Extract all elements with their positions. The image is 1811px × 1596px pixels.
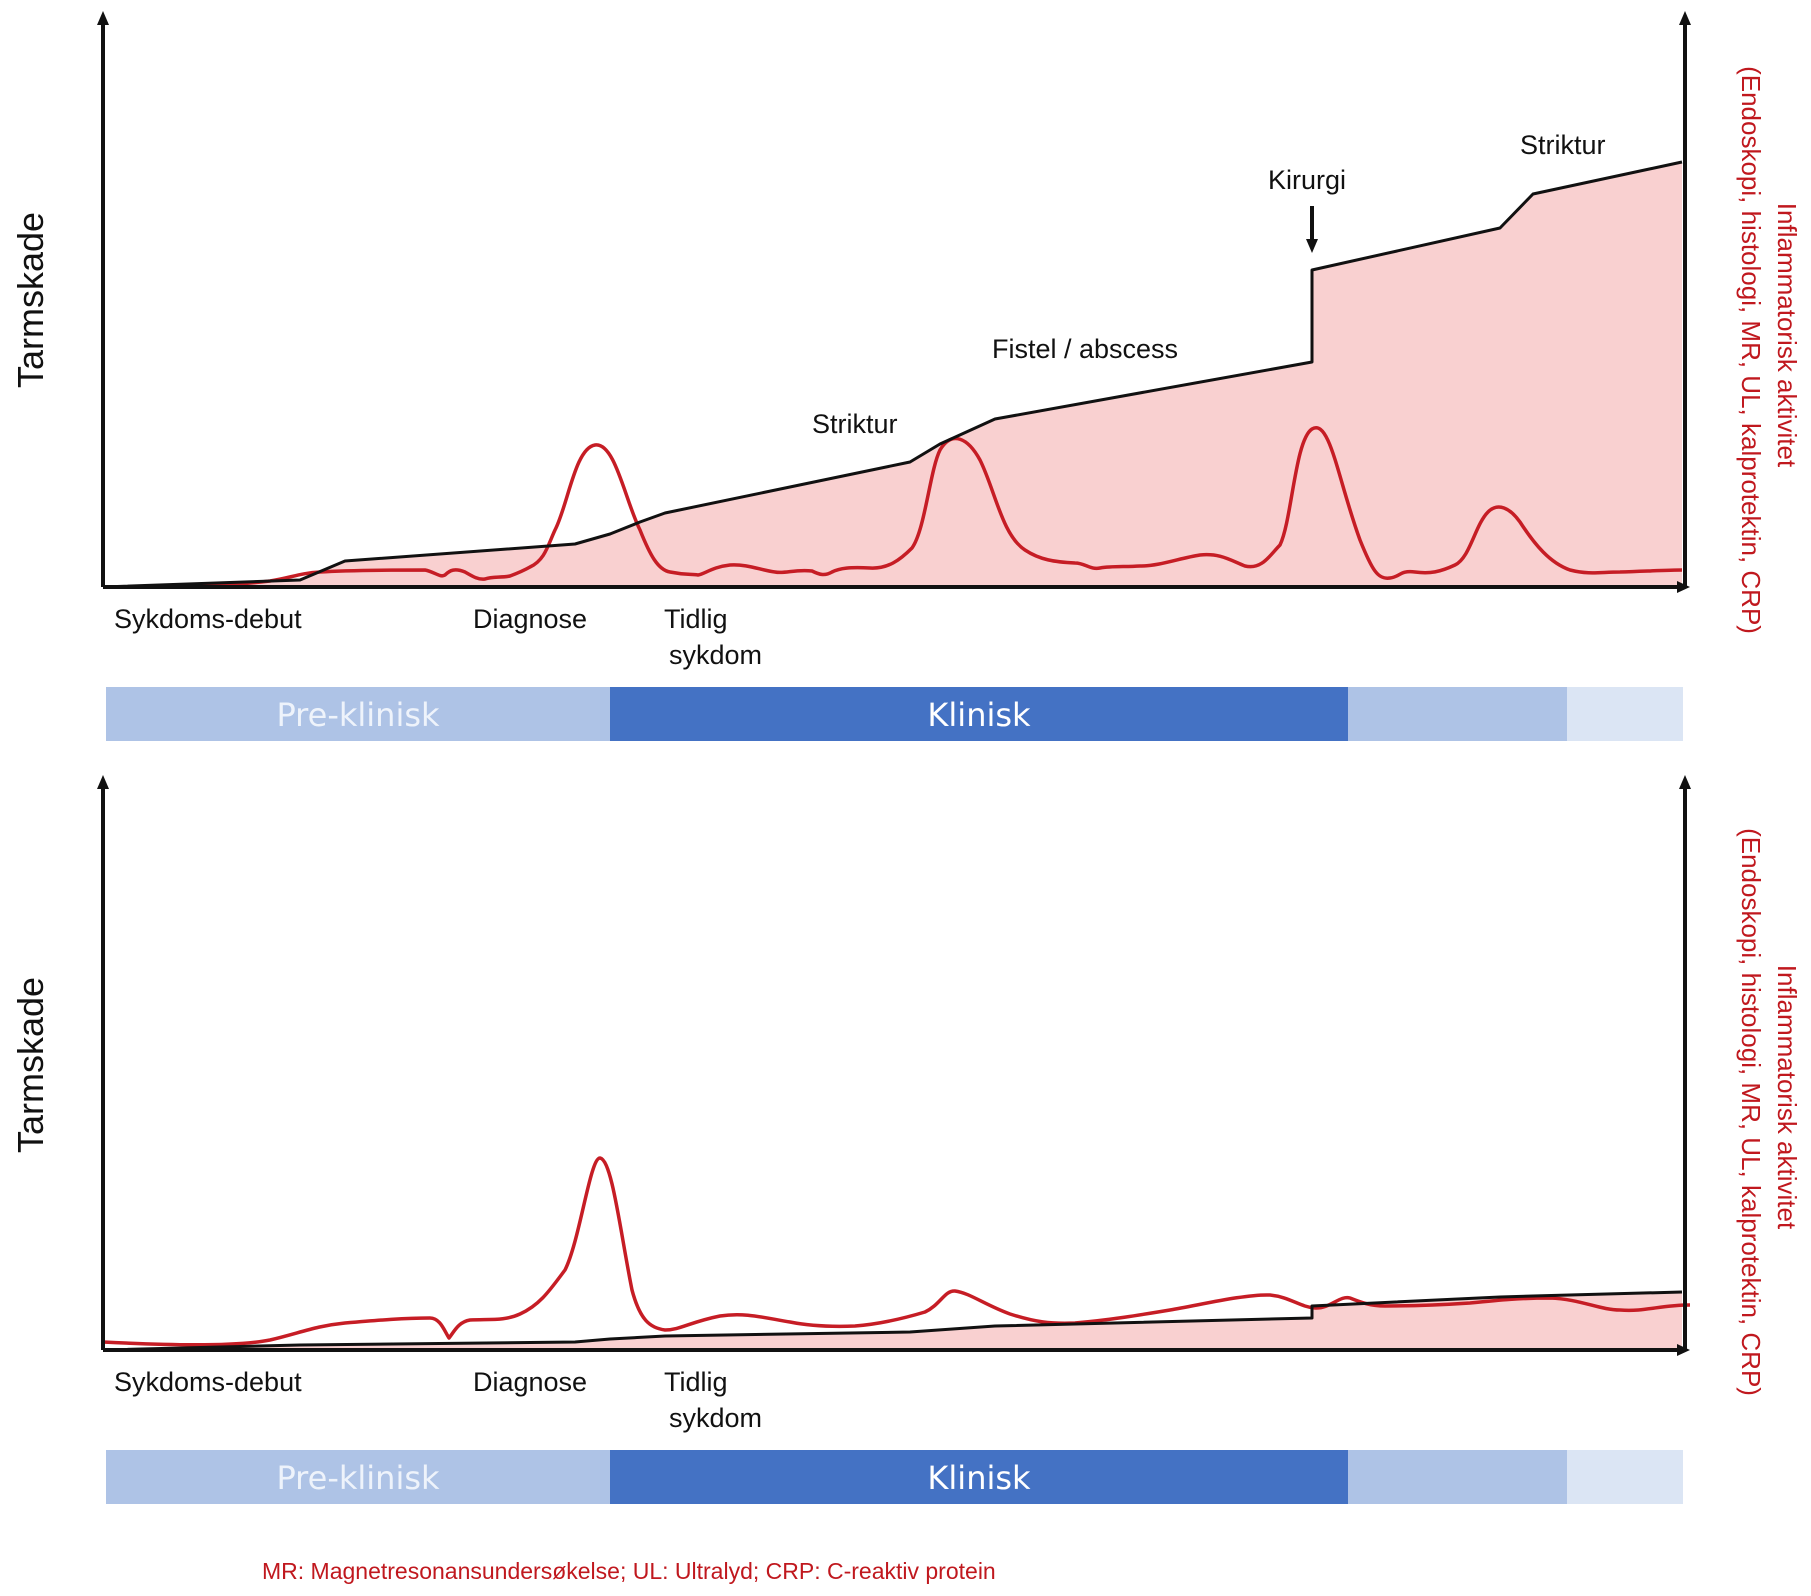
bottom-right-axis-title: (Endoskopi, histologi, MR, UL, kalprotek…: [1736, 828, 1766, 1396]
top-phase-preclinical: [106, 687, 610, 741]
bottom-phase-tail: [1567, 1450, 1683, 1504]
top-surgery-arrow-head: [1306, 239, 1318, 253]
top-annotation-stricture-1: Striktur: [812, 409, 898, 439]
top-label-early-2: sykdom: [669, 640, 762, 670]
top-phase-bar: Pre-klinisk Klinisk: [106, 687, 1683, 741]
top-label-diagnosis: Diagnose: [473, 604, 587, 634]
bottom-label-early-1: Tidlig: [664, 1367, 728, 1397]
top-annotation-surgery: Kirurgi: [1268, 165, 1346, 195]
bottom-inflammation-curve: [102, 1156, 1691, 1347]
top-phase-preclinical-label: Pre-klinisk: [276, 696, 440, 734]
bottom-damage-area: [103, 1292, 1682, 1350]
top-phase-clinical-label: Klinisk: [927, 696, 1031, 734]
top-inflammation-curve: [102, 426, 1683, 589]
bottom-label-early-2: sykdom: [669, 1403, 762, 1433]
bottom-phase-clinical: [610, 1450, 1348, 1504]
top-annotation-stricture-2: Striktur: [1520, 130, 1606, 160]
bottom-right-axis-arrow: [1679, 775, 1691, 789]
bottom-phase-preclinical: [106, 1450, 610, 1504]
bottom-right-axis-subtitle: Inflammatorisk aktivitet: [1772, 965, 1802, 1230]
top-phase-late: [1348, 687, 1567, 741]
top-right-axis-arrow: [1679, 11, 1691, 25]
top-label-onset: Sykdoms-debut: [114, 604, 302, 634]
bottom-y-axis-title: Tarmskade: [10, 977, 51, 1153]
bottom-label-onset: Sykdoms-debut: [114, 1367, 302, 1397]
top-y-axis-title: Tarmskade: [10, 212, 51, 388]
bottom-label-diagnosis: Diagnose: [473, 1367, 587, 1397]
top-panel: Tarmskade (Endoskopi, histologi, MR, UL,…: [10, 11, 1802, 741]
top-damage-area: [103, 162, 1682, 587]
top-right-axis-subtitle: Inflammatorisk aktivitet: [1772, 203, 1802, 468]
bottom-phase-bar: Pre-klinisk Klinisk: [106, 1450, 1683, 1504]
top-y-axis-arrow: [97, 11, 109, 25]
top-label-early-1: Tidlig: [664, 604, 728, 634]
bottom-damage-line: [102, 1290, 1683, 1352]
top-phase-tail: [1567, 687, 1683, 741]
top-phase-clinical: [610, 687, 1348, 741]
top-right-axis-title: (Endoskopi, histologi, MR, UL, kalprotek…: [1736, 66, 1766, 634]
bottom-panel: Tarmskade (Endoskopi, histologi, MR, UL,…: [10, 775, 1802, 1504]
bottom-phase-clinical-label: Klinisk: [927, 1459, 1031, 1497]
bottom-phase-preclinical-label: Pre-klinisk: [276, 1459, 440, 1497]
footnote: MR: Magnetresonansundersøkelse; UL: Ultr…: [262, 1558, 996, 1584]
bottom-phase-late: [1348, 1450, 1567, 1504]
top-damage-line: [102, 160, 1683, 589]
bottom-y-axis-arrow: [97, 775, 109, 789]
top-annotation-fistula: Fistel / abscess: [992, 334, 1178, 364]
